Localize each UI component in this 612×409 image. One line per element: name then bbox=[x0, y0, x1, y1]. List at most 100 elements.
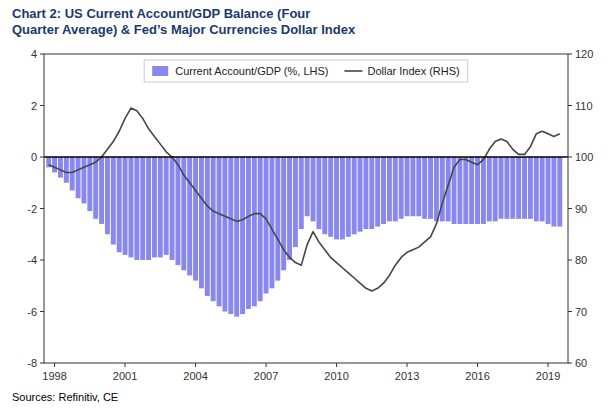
tick bbox=[336, 363, 337, 367]
bar bbox=[457, 157, 462, 224]
bar bbox=[275, 157, 280, 281]
legend-item: Current Account/GDP (%, LHS) bbox=[152, 65, 328, 77]
legend-swatch bbox=[152, 66, 168, 76]
bar bbox=[211, 157, 216, 301]
tick bbox=[54, 363, 55, 367]
tick-label: 2 bbox=[31, 100, 37, 112]
tick bbox=[195, 363, 196, 367]
bar bbox=[393, 157, 398, 221]
bar bbox=[240, 157, 245, 314]
title: Chart 2: US Current Account/GDP Balance … bbox=[12, 6, 356, 37]
tick bbox=[40, 260, 44, 261]
tick-label: 80 bbox=[575, 254, 587, 266]
bar bbox=[252, 157, 257, 306]
plot-area bbox=[46, 108, 562, 317]
tick-label: 2013 bbox=[395, 370, 419, 382]
bar bbox=[175, 157, 180, 265]
bar bbox=[228, 157, 233, 314]
bar bbox=[534, 157, 539, 221]
bar bbox=[269, 157, 274, 288]
bar bbox=[140, 157, 145, 260]
bar bbox=[299, 157, 304, 229]
bar bbox=[428, 157, 433, 219]
tick bbox=[568, 105, 572, 106]
tick-label: 1998 bbox=[42, 370, 66, 382]
bar bbox=[158, 157, 163, 257]
tick bbox=[568, 363, 572, 364]
tick-label: -6 bbox=[27, 306, 37, 318]
tick bbox=[477, 363, 478, 367]
bar bbox=[416, 157, 421, 216]
bar bbox=[405, 157, 410, 216]
tick-label: -8 bbox=[27, 357, 37, 369]
tick-label: 2016 bbox=[465, 370, 489, 382]
bar bbox=[81, 157, 86, 203]
bar bbox=[58, 157, 63, 178]
line bbox=[49, 108, 560, 291]
tick bbox=[125, 363, 126, 367]
bar bbox=[281, 157, 286, 270]
tick bbox=[40, 54, 44, 55]
tick bbox=[568, 311, 572, 312]
bar bbox=[358, 157, 363, 232]
bar bbox=[551, 157, 556, 227]
bar bbox=[99, 157, 104, 224]
bar bbox=[516, 157, 521, 219]
tick-label: 2010 bbox=[324, 370, 348, 382]
bar bbox=[105, 157, 110, 234]
bar bbox=[334, 157, 339, 239]
bar bbox=[540, 157, 545, 221]
tick-label: 90 bbox=[575, 203, 587, 215]
bar bbox=[234, 157, 239, 317]
bar bbox=[311, 157, 316, 221]
bar bbox=[381, 157, 386, 224]
bar bbox=[399, 157, 404, 219]
bar bbox=[258, 157, 263, 301]
bar bbox=[322, 157, 327, 234]
bar bbox=[504, 157, 509, 219]
bar bbox=[422, 157, 427, 219]
bar bbox=[493, 157, 498, 221]
bar bbox=[293, 157, 298, 247]
bar bbox=[363, 157, 368, 229]
bar bbox=[375, 157, 380, 227]
bar bbox=[64, 157, 69, 183]
bar bbox=[328, 157, 333, 237]
legend-label: Dollar Index (RHS) bbox=[367, 65, 459, 77]
bar bbox=[316, 157, 321, 229]
bar bbox=[387, 157, 392, 221]
tick-label: 4 bbox=[31, 48, 37, 60]
bar bbox=[305, 157, 310, 216]
tick bbox=[568, 54, 572, 55]
bar bbox=[528, 157, 533, 219]
tick-label: 120 bbox=[575, 48, 593, 60]
bar bbox=[152, 157, 157, 257]
bar bbox=[287, 157, 292, 260]
bar bbox=[76, 157, 81, 198]
plot-frame bbox=[44, 54, 568, 363]
source: Sources: Refinitiv, CE bbox=[12, 391, 118, 403]
bar bbox=[170, 157, 175, 260]
tick bbox=[40, 157, 44, 158]
bar bbox=[205, 157, 210, 296]
bar bbox=[199, 157, 204, 288]
bar bbox=[217, 157, 222, 306]
tick bbox=[40, 311, 44, 312]
bar bbox=[434, 157, 439, 221]
bar bbox=[264, 157, 269, 293]
bar bbox=[499, 157, 504, 219]
tick-label: 0 bbox=[31, 151, 37, 163]
tick bbox=[548, 363, 549, 367]
bar bbox=[134, 157, 139, 260]
legend-item: Dollar Index (RHS) bbox=[344, 65, 459, 77]
tick-label: 2007 bbox=[254, 370, 278, 382]
bar bbox=[111, 157, 116, 245]
tick bbox=[40, 363, 44, 364]
bar bbox=[463, 157, 468, 224]
bar bbox=[52, 157, 57, 172]
bar bbox=[222, 157, 227, 312]
tick bbox=[266, 363, 267, 367]
bar bbox=[93, 157, 98, 219]
bar bbox=[146, 157, 151, 260]
bar bbox=[187, 157, 192, 275]
